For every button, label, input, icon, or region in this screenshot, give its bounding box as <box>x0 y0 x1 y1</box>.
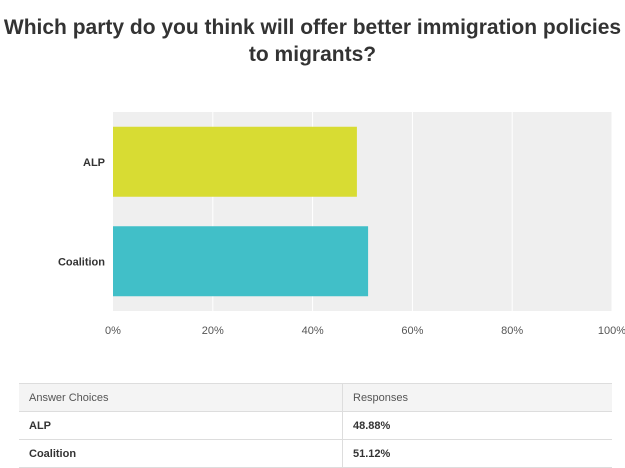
bar-chart: 0% 20% 40% 60% 80% 100% ALP Coalition <box>58 112 625 337</box>
x-tick-label: 80% <box>501 325 523 337</box>
bar-alp <box>113 126 357 197</box>
x-tick-label: 20% <box>202 325 224 337</box>
x-tick-label: 60% <box>401 325 423 337</box>
table-row: Coalition 51.12% <box>19 439 612 468</box>
table-row: ALP 48.88% <box>19 411 612 440</box>
header-responses: Responses <box>342 383 612 412</box>
bar-coalition <box>113 226 369 297</box>
header-answer-choices: Answer Choices <box>19 383 343 412</box>
response-cell: 48.88% <box>342 411 612 440</box>
x-tick-label: 100% <box>598 325 625 337</box>
answer-choice-cell: Coalition <box>19 439 343 468</box>
response-cell: 51.12% <box>342 439 612 468</box>
answer-choice-cell: ALP <box>19 411 343 440</box>
x-tick-label: 0% <box>105 325 121 337</box>
responses-table: Answer Choices Responses ALP 48.88% Coal… <box>19 383 612 468</box>
category-label: ALP <box>83 157 105 169</box>
x-tick-label: 40% <box>302 325 324 337</box>
category-label: Coalition <box>58 256 105 268</box>
table-header-row: Answer Choices Responses <box>19 383 612 412</box>
chart-title: Which party do you think will offer bett… <box>3 16 622 66</box>
